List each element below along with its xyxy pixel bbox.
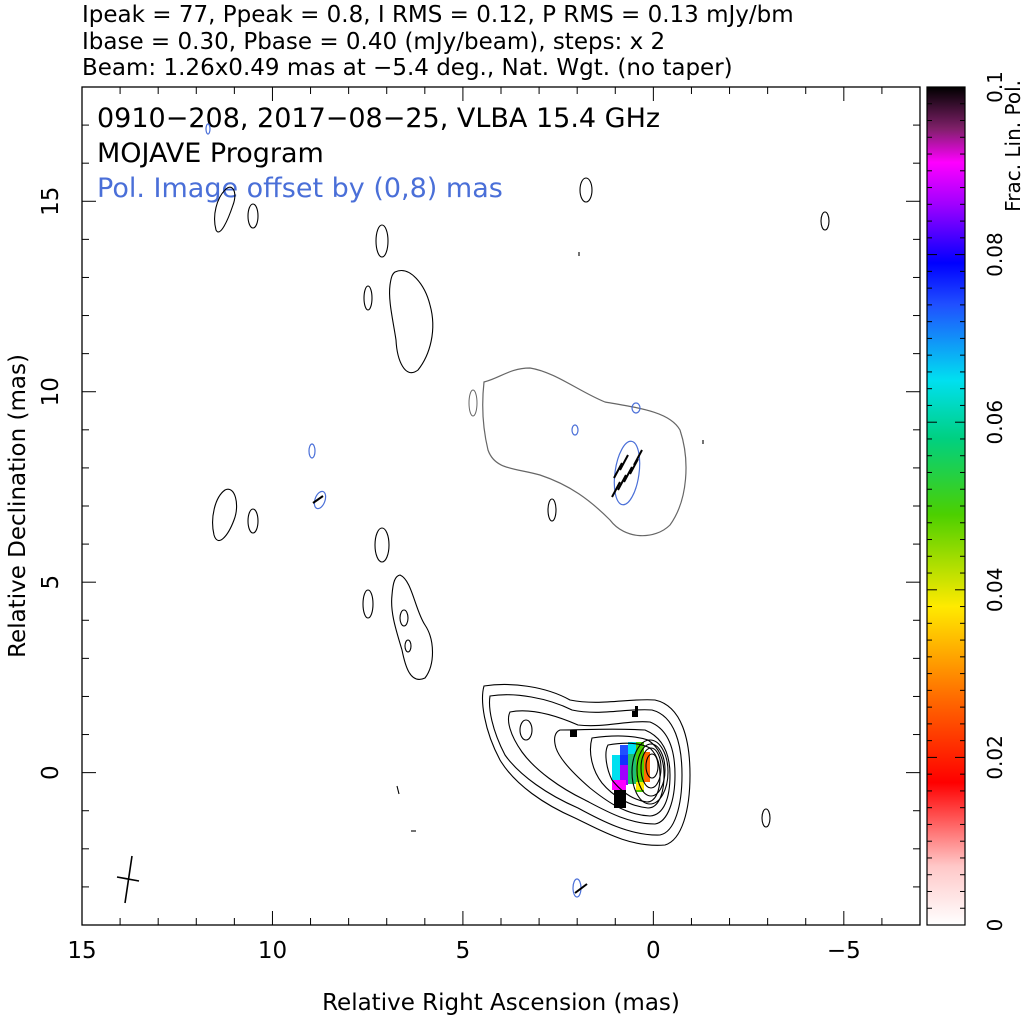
- header-line-2: Ibase = 0.30, Pbase = 0.40 (mJy/beam), s…: [82, 29, 666, 55]
- colorbar-tick-label: 0.08: [983, 232, 1007, 277]
- jet-contour: [579, 177, 593, 203]
- core-jet-contour: [554, 728, 671, 817]
- core-contour: [636, 743, 666, 797]
- beam-ellipse: [116, 855, 140, 904]
- pol-contour: [631, 402, 641, 414]
- axis-ticks: [81, 86, 921, 926]
- jet-contour: [404, 639, 412, 653]
- jet-contour: [547, 498, 557, 522]
- colorbar-tick-label: 0.02: [983, 735, 1007, 780]
- offset-blob-contour: [468, 389, 478, 417]
- polarization-contours: [205, 123, 641, 898]
- header-line-1: Ipeak = 77, Ppeak = 0.8, I RMS = 0.12, P…: [82, 2, 794, 28]
- x-tick-label: 10: [258, 938, 287, 964]
- colorbar-label: Frac. Lin. Pol.: [1001, 80, 1025, 212]
- colorbar-tick-label: 0.1: [983, 71, 1007, 103]
- jet-contour: [247, 203, 259, 229]
- evpa-vectors: [312, 449, 643, 894]
- jet-contour: [820, 211, 830, 231]
- jet-contour: [374, 527, 390, 563]
- header-line-3: Beam: 1.26x0.49 mas at −5.4 deg., Nat. W…: [82, 55, 733, 81]
- x-tick-label: 0: [646, 938, 661, 964]
- jet-contour: [363, 285, 373, 311]
- jet-contour: [391, 574, 434, 680]
- offset-annotation: Pol. Image offset by (0,8) mas: [97, 173, 503, 204]
- pol-contour: [308, 443, 316, 459]
- pol-contour: [572, 878, 582, 898]
- pol-contour: [571, 424, 579, 436]
- core-contour: [640, 747, 662, 789]
- colorbar: [926, 86, 966, 926]
- pol-contour: [613, 440, 641, 506]
- y-tick-label: 10: [38, 377, 64, 406]
- core-jet-contour: [482, 684, 691, 846]
- frac-pol-pixels: [570, 706, 650, 808]
- pol-contour: [313, 490, 327, 510]
- intensity-contours: [212, 177, 830, 846]
- knot-contour: [519, 719, 533, 741]
- y-tick-label: 5: [38, 575, 64, 590]
- jet-contour: [214, 186, 236, 233]
- core-jet-contour: [488, 694, 683, 836]
- colorbar-tick-label: 0.04: [983, 568, 1007, 613]
- core-contour: [645, 753, 659, 779]
- plot-subtitle: MOJAVE Program: [97, 138, 324, 169]
- colorbar-tick-labels: 0 0.02 0.04 0.06 0.08 0.1: [983, 71, 1007, 931]
- x-tick-label: −5: [827, 938, 861, 964]
- jet-contour: [247, 508, 259, 534]
- colorbar-ticks: [927, 86, 965, 926]
- pol-contour: [205, 123, 211, 135]
- y-tick-label: 15: [38, 187, 64, 216]
- core-jet-contour: [605, 742, 661, 803]
- plot-frame: [81, 86, 921, 926]
- axis-tick-labels: 15 10 5 0 −5 0 5 10 15: [38, 187, 861, 964]
- jet-contour: [389, 270, 434, 373]
- core-contour: [631, 739, 669, 805]
- noise-contour: [396, 785, 400, 795]
- jet-contour: [761, 808, 771, 828]
- y-tick-label: 0: [38, 765, 64, 780]
- y-axis-title: Relative Declination (mas): [5, 354, 31, 658]
- colorbar-tick-label: 0: [983, 919, 1007, 932]
- x-tick-label: 5: [456, 938, 471, 964]
- jet-contour: [399, 609, 409, 627]
- x-axis-title: Relative Right Ascension (mas): [322, 990, 680, 1016]
- offset-intensity-contour: [482, 367, 687, 537]
- x-tick-label: 15: [67, 938, 96, 964]
- jet-contour: [375, 224, 389, 258]
- jet-contour: [362, 589, 374, 619]
- core-jet-contour: [507, 710, 676, 825]
- plot-title: 0910−208, 2017−08−25, VLBA 15.4 GHz: [97, 103, 660, 134]
- colorbar-tick-label: 0.06: [983, 400, 1007, 445]
- jet-contour: [212, 488, 238, 541]
